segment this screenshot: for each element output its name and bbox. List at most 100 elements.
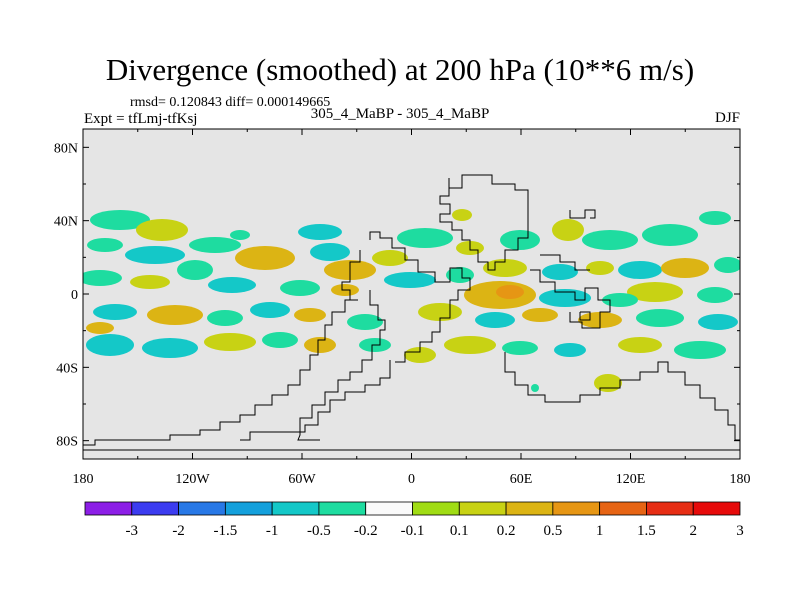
colorbar-label: 1.5 [637,523,656,539]
x-tick-label: 60W [288,472,316,487]
contour-blob [636,309,684,327]
contour-blob [250,302,290,318]
colorbar-label: -0.1 [401,523,425,539]
contour-blob [294,308,326,322]
contour-blob [627,282,683,302]
stats-label: rmsd= 0.120843 diff= 0.000149665 [130,95,331,110]
coastline-segment [504,352,740,441]
contour-blob [136,219,188,241]
colorbar-label: -1 [266,523,279,539]
contour-blob [552,219,584,241]
contour-blob [531,384,539,392]
contour-blob [235,246,295,270]
y-tick-label: 40S [56,361,78,376]
contour-blob [397,228,453,248]
coastline-segment [530,269,611,329]
contour-blob [618,261,662,279]
contour-blob [714,257,740,273]
contour-blob [539,289,591,307]
contour-blob [304,337,336,353]
colorbar-swatch [84,501,133,516]
colorbar-label: 0.5 [543,523,562,539]
colorbar-swatch [178,501,226,516]
contour-blob [446,267,474,283]
contour-blob [582,230,638,250]
contour-blob [594,374,622,392]
colorbar-swatch [131,501,179,516]
coastline-segment [369,231,471,363]
colorbar-label: 0.2 [497,523,516,539]
contour-blob [642,224,698,246]
x-tick-label: 120E [616,472,646,487]
contour-blob [298,224,342,240]
colorbar-label: -0.2 [354,523,378,539]
contour-blob [404,347,436,363]
colorbar-swatch [412,501,460,516]
x-tick-label: 180 [730,472,751,487]
y-tick-label: 80N [54,141,78,156]
x-tick-label: 0 [408,472,415,487]
contour-blob [674,341,726,359]
colorbar-label: 3 [736,523,744,539]
contour-blob [347,314,383,330]
x-tick-label: 60E [510,472,533,487]
coastline-segment [341,250,361,301]
y-tick-label: 40N [54,215,78,230]
contour-blob [207,310,243,326]
contour-blob [87,238,123,252]
contour-blob [230,230,250,240]
colorbar-swatch [692,501,741,516]
contour-blob [661,258,709,278]
contour-blob [699,211,731,225]
colorbar-swatch [646,501,694,516]
contour-blob [93,304,137,320]
x-tick-label: 180 [73,472,94,487]
contour-blob [384,272,436,288]
case-label: 305_4_MaBP - 305_4_MaBP [310,106,490,122]
contour-blob [189,237,241,253]
contour-blob [90,210,150,230]
y-tick-label: 80S [56,435,78,450]
colorbar-label: 2 [689,523,697,539]
contour-blob [142,338,198,358]
contour-blob [500,230,540,250]
contour-blob [147,305,203,325]
colorbar: -3 -2 -1.5 -1 -0.5 -0.2 -0.1 0.1 0.2 0.5 1 1.5 2 3 [84,501,744,539]
colorbar-swatch [552,501,601,516]
colorbar-swatch [318,501,367,516]
contour-blob [586,261,614,275]
coastline [83,174,740,451]
contour-blob [444,336,496,354]
chart-title: Divergence (smoothed) at 200 hPa (10**6 … [105,52,695,87]
colorbar-swatch [224,501,273,516]
coastline-segment [83,299,358,446]
contour-blob [204,333,256,351]
contour-blob [86,334,134,356]
contour-blob [418,303,462,321]
coastline-segment [297,290,386,441]
contour-blob [280,280,320,296]
y-tick-label: 0 [71,288,78,303]
colorbar-label: -1.5 [213,523,237,539]
colorbar-swatch [271,501,320,516]
contour-blob [554,343,586,357]
coastline-segment [240,360,391,441]
coastline-segment [579,311,591,321]
coastline-segment [540,254,590,271]
contour-blob [208,277,256,293]
contour-blob [697,287,733,303]
colorbar-swatch [365,501,413,516]
contour-blob [130,275,170,289]
contour-blob [372,250,408,266]
contour-blob [86,322,114,334]
colorbar-swatch [458,501,507,516]
season-label: DJF [714,110,740,126]
colorbar-label: -0.5 [307,523,331,539]
contour-blob [618,337,662,353]
contour-blob [502,341,538,355]
contour-blob [310,243,350,261]
coastline-segment [569,209,596,219]
contour-blob [602,293,638,307]
contour-blob [698,314,738,330]
contour-blob [262,332,298,348]
